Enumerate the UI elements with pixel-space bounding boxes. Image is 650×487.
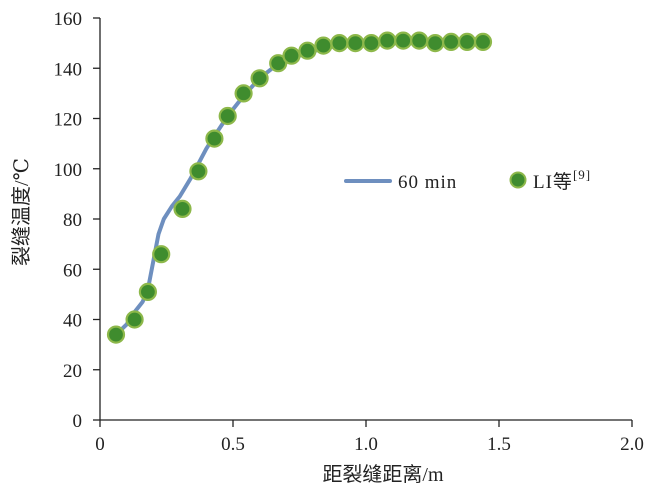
scatter-point <box>426 33 445 53</box>
y-ticks: 0 20 40 60 80 100 120 140 160 <box>54 9 100 432</box>
y-tick-label: 20 <box>63 361 82 382</box>
x-tick-label: 2.0 <box>620 434 644 455</box>
scatter-point <box>234 84 253 103</box>
scatter-point <box>250 69 269 88</box>
y-tick-label: 120 <box>54 110 83 131</box>
scatter-point <box>473 32 493 52</box>
series-layer <box>106 31 493 344</box>
y-tick-label: 80 <box>63 210 82 231</box>
scatter-point <box>173 199 192 218</box>
scatter-point <box>138 282 157 301</box>
y-tick-label: 40 <box>63 311 82 332</box>
scatter-point <box>346 33 365 53</box>
y-tick-label: 0 <box>73 411 83 432</box>
y-tick-label: 60 <box>63 260 82 281</box>
scatter-point <box>298 41 317 60</box>
scatter-point <box>189 162 208 181</box>
x-tick-label: 1.5 <box>487 434 511 455</box>
y-tick-label: 140 <box>54 59 83 80</box>
legend-label-scatter: LI等[9] <box>533 167 591 193</box>
scatter-point <box>314 36 333 55</box>
x-ticks: 0 0.5 1.0 1.5 2.0 <box>95 420 644 455</box>
scatter-point <box>218 106 237 126</box>
x-tick-label: 1.0 <box>354 434 378 455</box>
legend-label-line: 60 min <box>398 172 457 193</box>
scatter-point <box>362 33 381 53</box>
x-axis-title: 距裂缝距离/m <box>322 463 444 486</box>
y-tick-label: 100 <box>54 160 83 181</box>
legend-marker-swatch <box>509 171 527 189</box>
y-axis-title: 裂缝温度/℃ <box>10 158 33 266</box>
legend: 60 min LI等[9] <box>344 167 591 193</box>
scatter-point <box>282 46 301 65</box>
scatter-point <box>378 31 397 50</box>
x-tick-label: 0.5 <box>221 434 245 455</box>
scatter-point <box>152 245 171 264</box>
scatter-point <box>458 32 477 52</box>
legend-label-scatter-ref: [9] <box>573 167 591 182</box>
y-tick-label: 160 <box>54 9 83 30</box>
x-tick-label: 0 <box>95 434 105 455</box>
scatter-point <box>125 310 144 329</box>
scatter-point <box>442 32 461 52</box>
scatter-point <box>106 325 126 344</box>
scatter-point <box>410 31 429 50</box>
scatter-point <box>330 33 349 53</box>
legend-label-scatter-name: LI等 <box>533 171 573 193</box>
axes: 0 0.5 1.0 1.5 2.0 0 20 40 60 80 100 120 140 160 <box>54 9 644 455</box>
scatter-point <box>394 31 413 50</box>
scatter-point <box>269 54 288 73</box>
scatter-point <box>205 129 224 148</box>
